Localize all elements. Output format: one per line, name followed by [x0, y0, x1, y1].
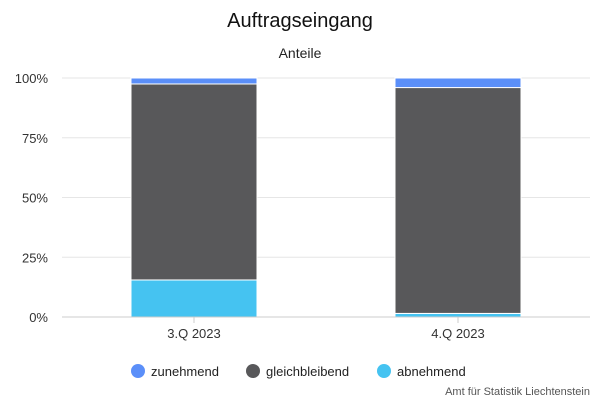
legend-marker: [131, 364, 145, 378]
bar-abnehmend-1[interactable]: [394, 312, 522, 318]
chart-title: Auftragseingang: [227, 10, 373, 32]
legend-item-gleichbleibend[interactable]: gleichbleibend: [246, 364, 349, 379]
bar-zunehmend-1[interactable]: [394, 77, 522, 89]
y-tick-label: 25%: [22, 250, 48, 265]
legend-label: abnehmend: [397, 364, 466, 379]
y-tick-label: 50%: [22, 191, 48, 206]
y-tick-label: 75%: [22, 131, 48, 146]
legend-item-abnehmend[interactable]: abnehmend: [377, 364, 466, 379]
chart-subtitle: Anteile: [279, 45, 322, 61]
bar-abnehmend-0[interactable]: [130, 279, 258, 318]
legend-item-zunehmend[interactable]: zunehmend: [131, 364, 219, 379]
legend-label: zunehmend: [151, 364, 219, 379]
y-tick-label: 100%: [15, 71, 49, 86]
bar-zunehmend-0[interactable]: [130, 77, 258, 85]
legend: zunehmend gleichbleibend abnehmend: [131, 364, 466, 379]
x-tick-label: 3.Q 2023: [167, 326, 221, 341]
legend-marker: [246, 364, 260, 378]
bar-gleichbleibend-0[interactable]: [130, 83, 258, 281]
bars: [130, 77, 522, 318]
y-tick-label: 0%: [29, 310, 48, 325]
x-axis: 3.Q 2023 4.Q 2023: [62, 316, 590, 341]
credit-text[interactable]: Amt für Statistik Liechtenstein: [445, 386, 590, 398]
legend-marker: [377, 364, 391, 378]
x-tick-label: 4.Q 2023: [431, 326, 485, 341]
y-axis: 0% 25% 50% 75% 100%: [15, 71, 49, 325]
bar-gleichbleibend-1[interactable]: [394, 87, 522, 314]
legend-label: gleichbleibend: [266, 364, 349, 379]
